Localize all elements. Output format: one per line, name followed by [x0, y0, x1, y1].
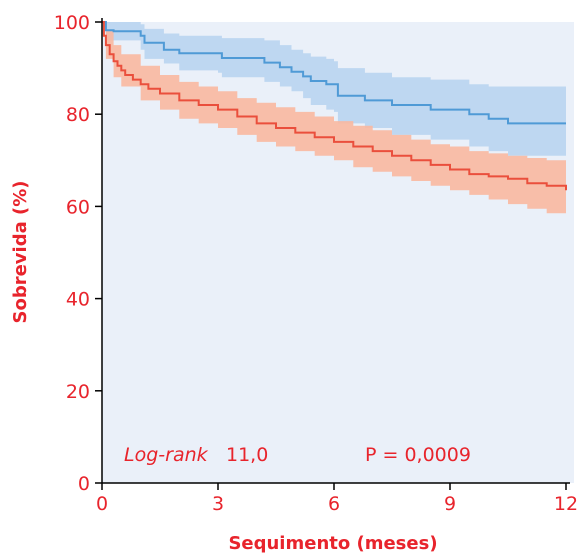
- x-tick-label: 6: [328, 493, 340, 515]
- x-axis-title: Sequimento (meses): [228, 533, 437, 554]
- y-tick-label: 40: [66, 289, 90, 311]
- logrank-label: Log-rank: [124, 444, 209, 466]
- axes: [95, 18, 570, 490]
- y-tick-label: 80: [66, 104, 90, 126]
- x-tick-label: 9: [444, 493, 456, 515]
- x-tick-label: 12: [554, 493, 577, 515]
- tick-labels: 0 20 40 60 80 100 0 3 6 9 12: [54, 12, 577, 515]
- y-tick-label: 100: [54, 12, 90, 34]
- x-tick-label: 0: [96, 493, 108, 515]
- y-tick-label: 60: [66, 196, 90, 218]
- p-value: P = 0,0009: [365, 444, 471, 466]
- survival-lines: [102, 21, 567, 191]
- y-axis-title: Sobrevida (%): [10, 181, 31, 324]
- logrank-value: 11,0: [226, 444, 268, 466]
- survival-curve-0: [102, 21, 566, 125]
- y-tick-label: 20: [66, 381, 90, 403]
- confidence-band-0: [102, 22, 566, 158]
- survival-curve-1: [102, 21, 567, 191]
- x-tick-label: 3: [212, 493, 224, 515]
- y-tick-label: 0: [78, 473, 90, 495]
